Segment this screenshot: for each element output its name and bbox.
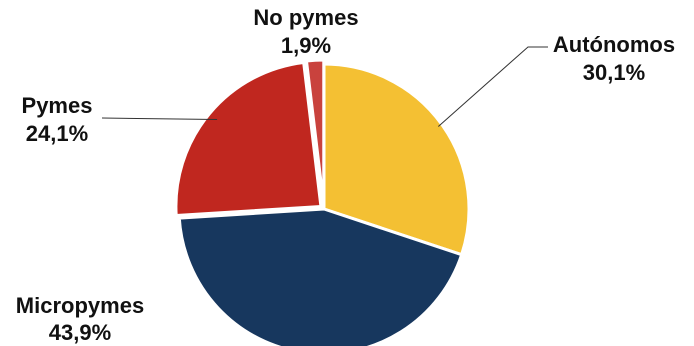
label-name-pymes: Pymes <box>22 93 93 118</box>
label-name-autonomos: Autónomos <box>553 32 675 57</box>
label-value-micropymes: 43,9% <box>49 320 111 345</box>
pie-slice-no-pymes <box>304 58 326 207</box>
pie-slice-micropymes <box>177 207 464 346</box>
pie-slice-pymes <box>174 60 323 218</box>
label-value-autonomos: 30,1% <box>583 60 645 85</box>
label-value-no-pymes: 1,9% <box>281 33 331 58</box>
label-name-no-pymes: No pymes <box>253 5 358 30</box>
label-name-micropymes: Micropymes <box>16 293 144 318</box>
leader-line-autonomos <box>437 46 548 127</box>
leader-line-pymes <box>101 117 218 121</box>
label-value-pymes: 24,1% <box>26 121 88 146</box>
